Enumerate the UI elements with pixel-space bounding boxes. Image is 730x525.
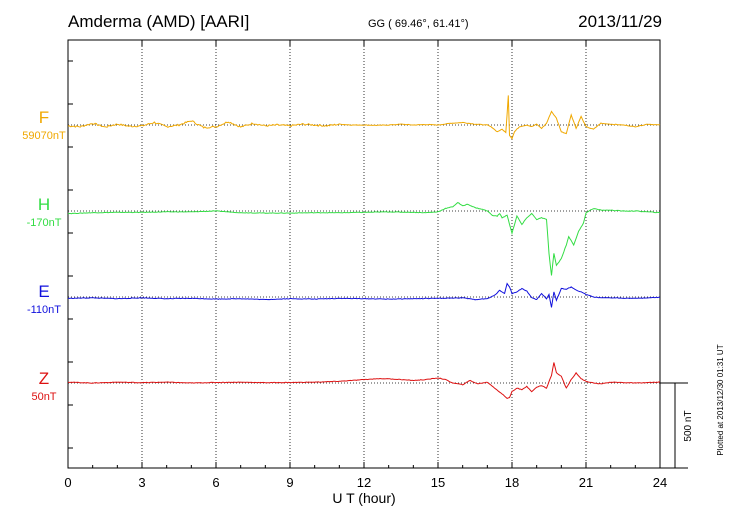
series-line-z — [68, 362, 661, 399]
series-baseline-f: 59070nT — [22, 130, 66, 142]
grid-lines — [141, 40, 587, 468]
x-tick-label: 24 — [653, 475, 667, 490]
x-tick-label: 6 — [212, 475, 219, 490]
series-name-e: E — [38, 282, 49, 301]
x-axis-label: U T (hour) — [332, 490, 395, 506]
title-station: Amderma (AMD) [AARI] — [68, 12, 249, 31]
series-baseline-e: -110nT — [27, 304, 61, 316]
scale-bar-label: 500 nT — [683, 410, 694, 441]
title-coords: GG ( 69.46°, 61.41°) — [368, 18, 469, 30]
x-tick-label: 3 — [138, 475, 145, 490]
scale-bar: 500 nT — [660, 382, 694, 469]
x-tick-label: 21 — [579, 475, 593, 490]
x-tick-label: 12 — [357, 475, 371, 490]
series-group — [67, 95, 661, 399]
series-name-f: F — [39, 108, 49, 127]
x-axis-ticks: 0 3 6 9 12 15 18 21 24 — [64, 40, 667, 490]
x-tick-label: 18 — [505, 475, 519, 490]
series-line-e — [67, 282, 661, 308]
series-name-z: Z — [39, 369, 49, 388]
series-name-h: H — [38, 195, 50, 214]
series-baseline-h: -170nT — [27, 217, 62, 229]
title-date: 2013/11/29 — [578, 12, 662, 31]
series-baseline-z: 50nT — [31, 391, 56, 403]
series-line-h — [67, 202, 661, 276]
x-tick-label: 15 — [431, 475, 445, 490]
series-labels: F 59070nT H -170nT E -110nT Z 50nT — [22, 108, 66, 403]
x-tick-label: 0 — [64, 475, 71, 490]
series-line-f — [67, 95, 661, 140]
x-tick-label: 9 — [286, 475, 293, 490]
plotted-at-note: Plotted at 2013/12/30 01:31 UT — [716, 344, 725, 455]
